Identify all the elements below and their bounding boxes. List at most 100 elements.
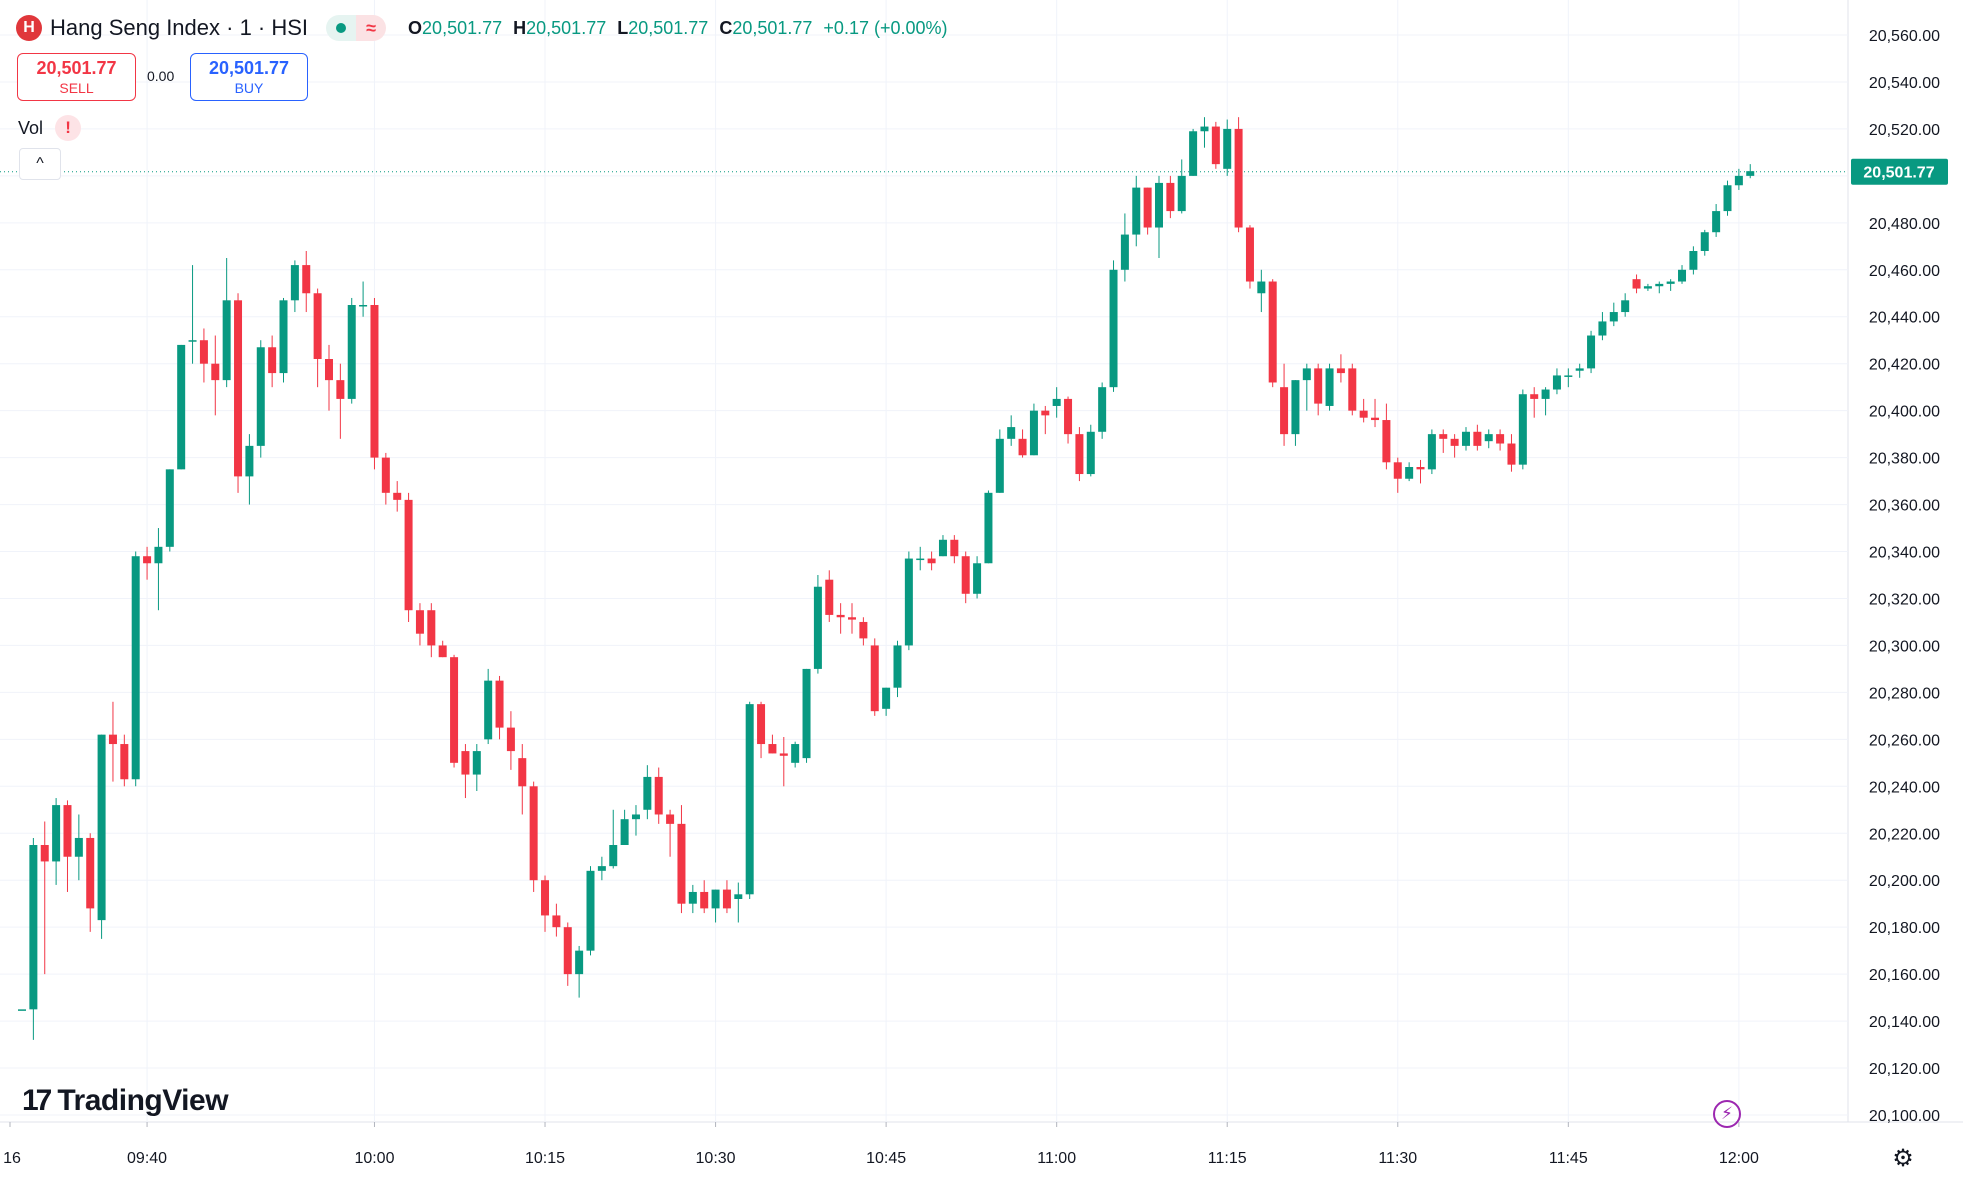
candle-body [199, 340, 208, 364]
candle-body [1064, 398, 1073, 435]
candle-body [1439, 434, 1448, 439]
candle-body [1007, 427, 1016, 439]
sell-button[interactable]: 20,501.77 SELL [17, 53, 136, 101]
candle-body [1496, 434, 1505, 444]
candle-body [745, 704, 754, 895]
tradingview-logo[interactable]: 17 TradingView [22, 1084, 229, 1118]
status-dot [336, 23, 347, 33]
data-delay-icon[interactable]: ≈ [356, 15, 387, 41]
symbol-title[interactable]: Hang Seng Index · 1 · HSI [50, 15, 309, 40]
x-tick-label: 09:40 [127, 1150, 167, 1167]
candle-body [700, 891, 709, 909]
y-tick-label: 20,200.00 [1869, 873, 1940, 890]
market-open-icon[interactable] [326, 15, 357, 41]
spread-value: 0.00 [147, 68, 175, 84]
candle-body [1473, 431, 1482, 446]
y-tick-label: 20,120.00 [1869, 1061, 1940, 1078]
candle-body [916, 558, 925, 561]
high-value: 20,501.77 [526, 17, 607, 38]
candle-body [370, 305, 379, 458]
candle-body [836, 614, 845, 618]
candle-body [461, 751, 470, 775]
candle-body [1291, 380, 1300, 435]
sell-price: 20,501.77 [36, 58, 117, 78]
candle-body [722, 889, 731, 909]
y-tick-label: 20,160.00 [1869, 967, 1940, 984]
gear-icon[interactable]: ⚙ [1892, 1144, 1914, 1172]
candle-body [1132, 187, 1141, 235]
candle-body [1393, 462, 1402, 479]
candle-body [1143, 187, 1152, 228]
candle-body [1678, 269, 1687, 282]
x-tick-label: 10:30 [696, 1150, 736, 1167]
open-label: O [408, 17, 423, 38]
volume-indicator[interactable]: Vol ! [18, 115, 82, 141]
candle-body [290, 265, 299, 301]
candle-body [813, 586, 822, 669]
close-label: C [719, 17, 733, 38]
candle-body [1075, 434, 1084, 475]
candle-body [120, 744, 129, 780]
candle-body [1098, 387, 1107, 432]
candle-body [74, 837, 83, 857]
candle-body [165, 469, 174, 547]
y-tick-label: 20,220.00 [1869, 826, 1940, 843]
candle-body [1632, 279, 1641, 289]
candle-body [336, 380, 345, 399]
candle-body [870, 645, 879, 712]
market-status[interactable]: ≈ [326, 15, 387, 41]
candle-body [143, 556, 152, 564]
buy-button[interactable]: 20,501.77 BUY [190, 53, 308, 101]
candle-body [1461, 431, 1470, 446]
candle-body [575, 950, 584, 975]
y-tick-label: 20,240.00 [1869, 779, 1940, 796]
candle-body [1200, 126, 1209, 132]
candle-body [688, 891, 697, 904]
candle-body [995, 438, 1004, 493]
collapse-legend-button[interactable]: ^ [19, 148, 61, 180]
hang-seng-logo-icon: H [16, 15, 42, 41]
candle-body [1120, 234, 1129, 270]
candle-body [984, 492, 993, 564]
candle-body [1484, 434, 1493, 442]
y-tick-label: 20,440.00 [1869, 310, 1940, 327]
candle-body [188, 340, 197, 342]
candle-body [1302, 368, 1311, 381]
x-tick-label: 10:45 [866, 1150, 906, 1167]
x-tick-label: 10:00 [354, 1150, 394, 1167]
candle-body [1018, 438, 1027, 456]
ohlc-values: O20,501.77 H20,501.77 L20,501.77 C20,501… [408, 18, 953, 39]
candle-body [643, 776, 652, 810]
candle-body [1314, 368, 1323, 404]
candle-body [86, 837, 95, 909]
x-tick-label: 12:00 [1719, 1150, 1759, 1167]
candle-body [1518, 394, 1527, 465]
candle-body [973, 563, 982, 594]
y-tick-label: 20,560.00 [1869, 28, 1940, 45]
candle-body [1450, 438, 1459, 446]
candle-body [893, 645, 902, 688]
low-value: 20,501.77 [628, 17, 709, 38]
candle-body [177, 344, 186, 470]
candle-body [1177, 175, 1186, 212]
candle-body [63, 805, 72, 857]
candle-body [1371, 417, 1380, 421]
candle-body [1086, 431, 1095, 475]
candle-body [563, 927, 572, 975]
y-tick-label: 20,300.00 [1869, 638, 1940, 655]
candle-body [40, 845, 49, 862]
candle-body [1655, 283, 1664, 287]
ohlc-change: +0.17 (+0.00%) [823, 17, 948, 38]
candle-body [1575, 368, 1584, 371]
candle-body [1155, 182, 1163, 228]
candle-body [586, 870, 595, 951]
lightning-icon[interactable]: ⚡ [1713, 1100, 1741, 1128]
candle-body [1689, 251, 1698, 270]
candle-body [108, 734, 117, 745]
alert-icon[interactable]: ! [55, 115, 82, 141]
candle-body [29, 845, 38, 1010]
y-tick-label: 20,180.00 [1869, 920, 1940, 937]
candle-body [1712, 211, 1721, 233]
